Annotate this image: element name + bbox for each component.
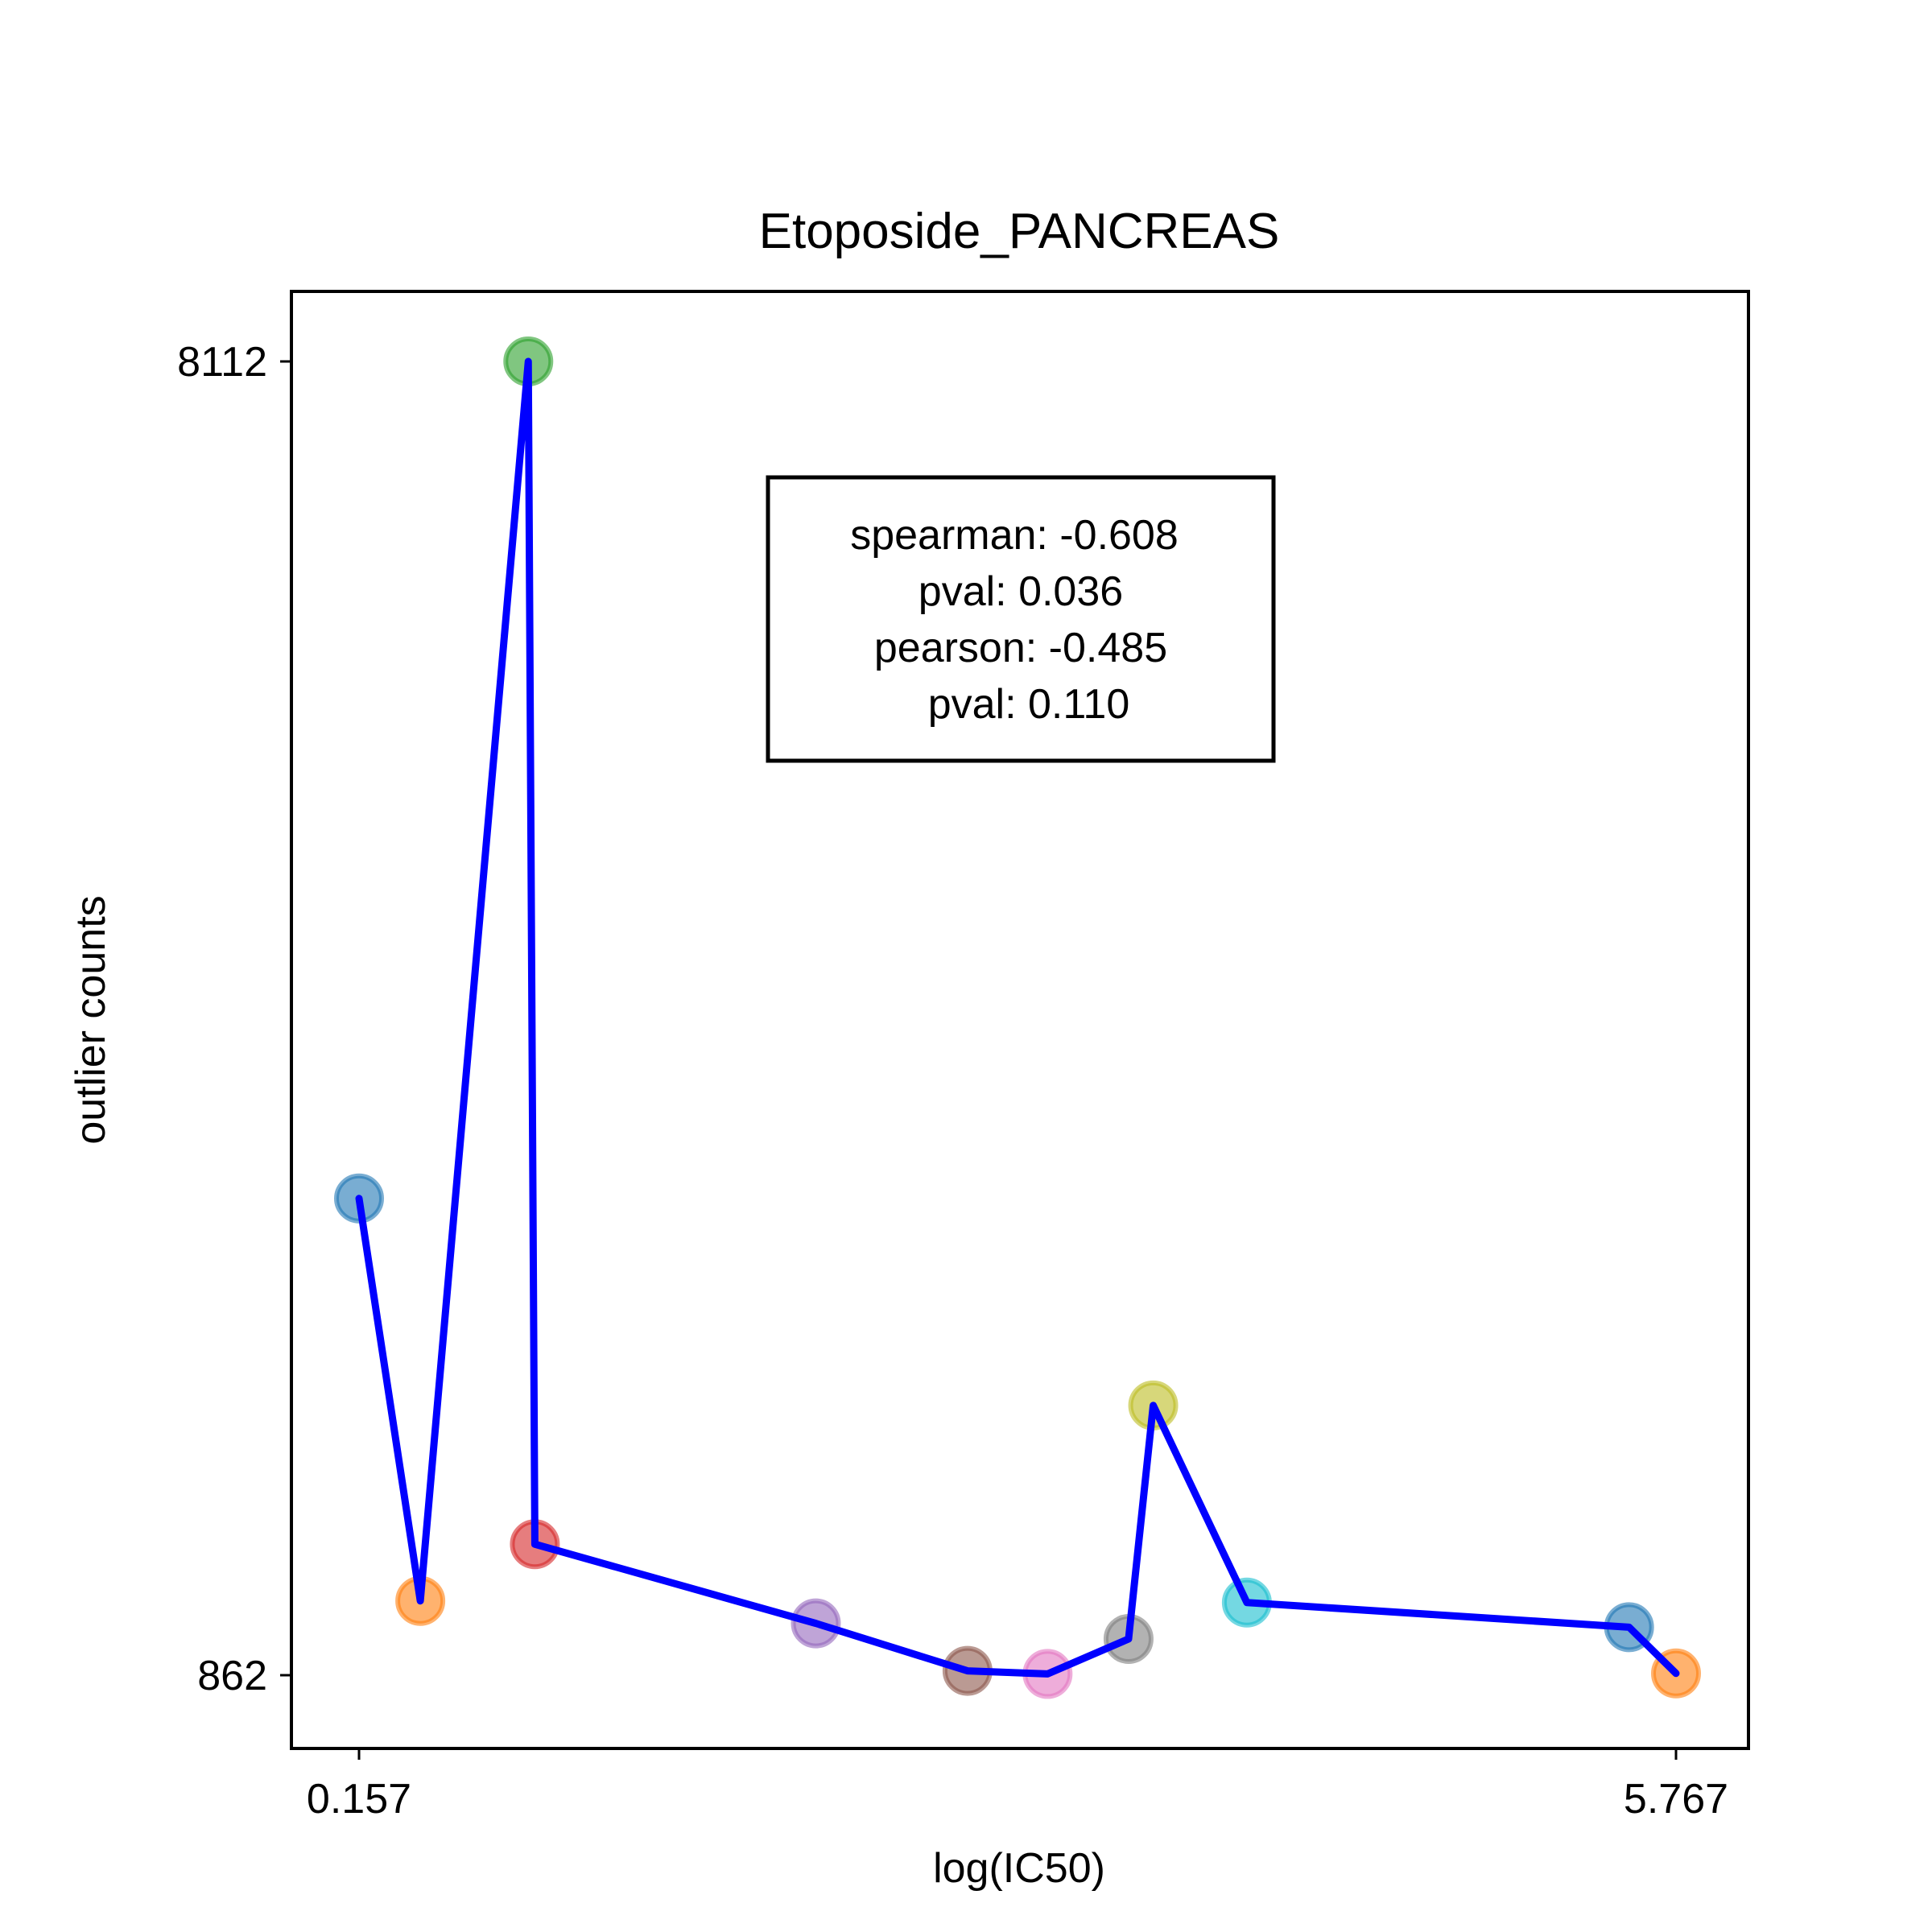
stats-pearson-pval: pval: 0.110 <box>928 681 1130 728</box>
x-axis-ticks <box>357 1748 1678 1760</box>
stats-box: spearman: -0.608 pval: 0.036 pearson: -0… <box>766 475 1276 763</box>
stats-box-frame <box>766 475 1276 763</box>
stats-pearson: pearson: -0.485 <box>874 625 1167 671</box>
x-axis-label: log(IC50) <box>933 1845 1105 1892</box>
y-axis-ticks <box>280 360 291 1677</box>
series-line <box>355 357 1680 1678</box>
x-tick-label-max: 5.767 <box>1624 1776 1728 1823</box>
y-tick-label-max: 8112 <box>177 339 267 386</box>
stats-spearman-pval: pval: 0.036 <box>919 568 1123 615</box>
y-tick-label-min: 862 <box>197 1653 267 1699</box>
x-tick-label-min: 0.157 <box>307 1776 411 1823</box>
y-axis-label: outlier counts <box>68 895 114 1144</box>
stats-spearman: spearman: -0.608 <box>850 512 1179 559</box>
series-layer <box>334 336 1701 1699</box>
plot-frame <box>290 290 1750 1750</box>
chart-title: Etoposide_PANCREAS <box>759 204 1280 259</box>
